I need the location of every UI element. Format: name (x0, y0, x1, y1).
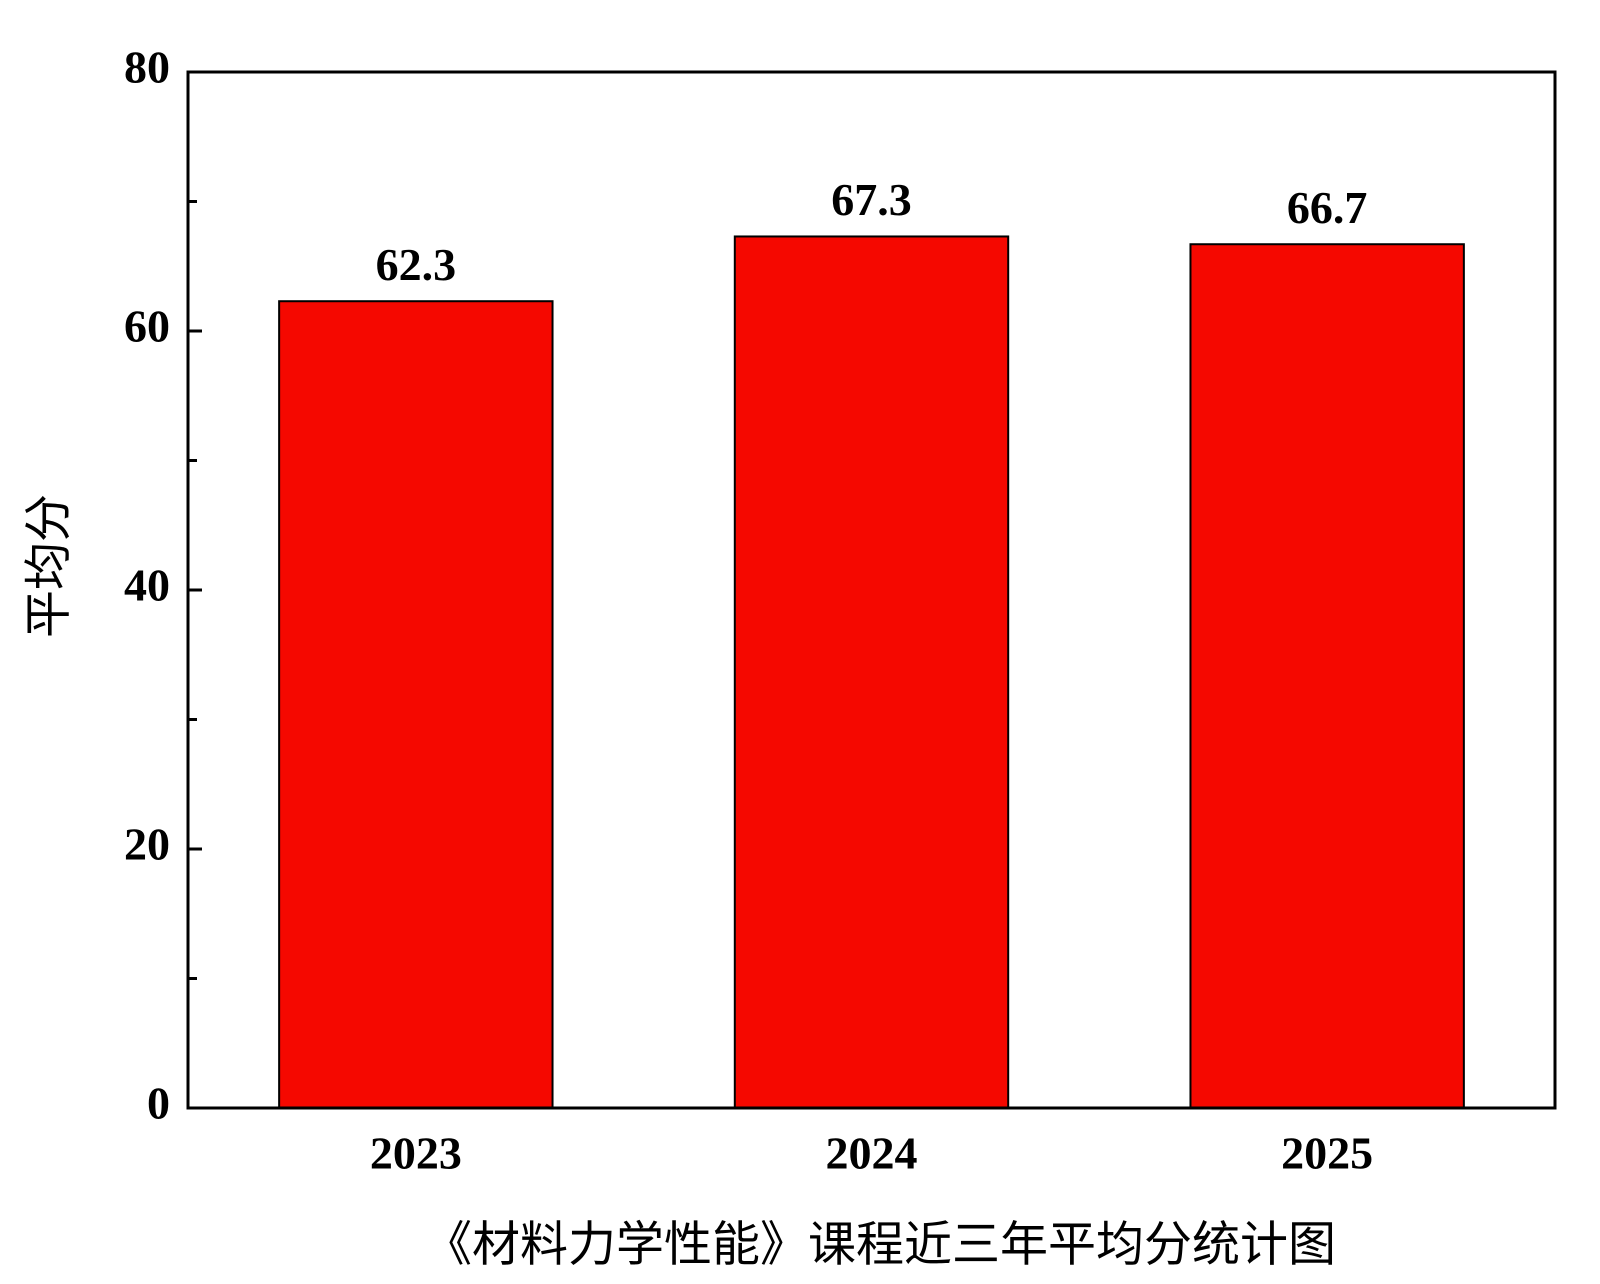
y-tick-label: 20 (124, 819, 170, 870)
value-label: 62.3 (376, 239, 457, 290)
x-tick-label: 2025 (1281, 1128, 1373, 1179)
x-tick-label: 2024 (826, 1128, 918, 1179)
y-tick-label: 0 (147, 1078, 170, 1129)
x-tick-label: 2023 (370, 1128, 462, 1179)
y-tick-label: 60 (124, 301, 170, 352)
bar (733, 235, 1010, 1109)
y-axis-label: 平均分 (21, 494, 77, 638)
y-tick-label: 80 (124, 42, 170, 93)
bar (1189, 243, 1465, 1110)
y-tick-label: 40 (124, 560, 170, 611)
value-label: 66.7 (1287, 182, 1368, 233)
value-label: 67.3 (831, 174, 912, 225)
bar (278, 300, 554, 1109)
x-axis-label: 《材料力学性能》课程近三年平均分统计图 (424, 1217, 1336, 1273)
